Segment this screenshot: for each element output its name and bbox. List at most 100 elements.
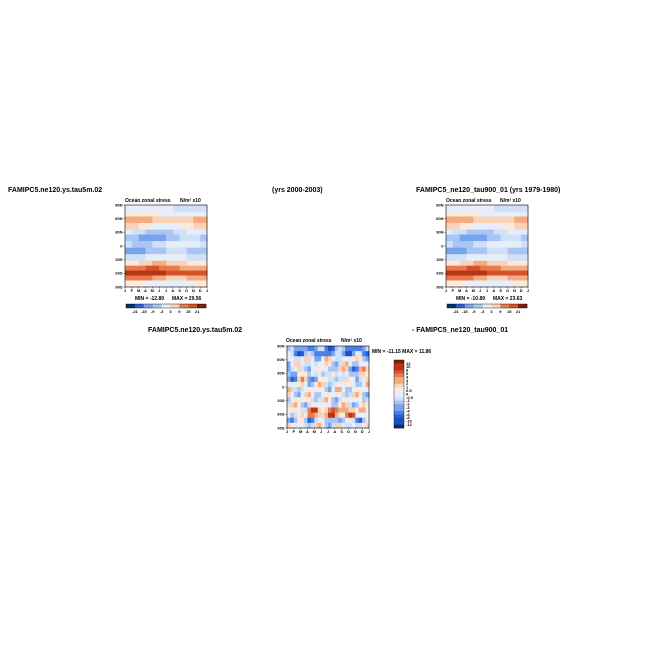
panel1-colorbar-label: -15 [141,309,148,314]
panel3-cell [307,397,312,403]
panel3-colorbar-swatch [394,373,404,378]
panel1-cell [179,234,187,242]
panel1-cell [193,265,201,271]
panel2-cell [507,241,515,249]
panel3-cell [358,407,363,413]
panel2-colorbar-swatch [518,304,528,308]
panel1-cell [131,211,140,217]
panel1-cell [200,216,208,224]
panel1-cell [131,223,140,230]
panel3-cell [362,361,366,367]
panel1-cell [159,280,167,288]
panel3-cell [338,412,342,419]
panel1-cell [159,265,167,271]
panel2-cell [514,211,522,217]
panel3-colorbar-label: 6 [406,371,409,376]
panel3-cell [365,351,370,357]
panel3-cell [297,422,301,429]
panel1-cell [138,265,146,271]
panel1-ytick-label: 30N [115,230,122,235]
panel1-cell [152,234,160,242]
panel3-cell [345,361,349,367]
panel1-colorbar-label: -9 [151,309,155,314]
panel3-cell [345,422,349,429]
panel3-cell [304,366,308,372]
panel3-colorbar-label: 4 [406,374,409,379]
panel3-cell [290,346,295,352]
panel3-cell [365,366,370,372]
panel3-cell [321,412,325,419]
panel3-cell [334,361,339,367]
panel1-cell [145,211,153,217]
panel1-cell [179,211,187,217]
panel1-cell [166,280,174,288]
panel1-colorbar-swatch [126,304,136,308]
panel3-cell [348,351,353,357]
panel1-ytick-label: 60S [115,271,122,276]
panel3-cell [317,387,322,393]
panel3-colorbar-swatch [394,397,404,402]
panel1-cell [172,275,181,281]
panel1-cell [172,216,181,224]
panel2-cell [466,260,474,267]
panel2-colorbar-label: -15 [462,309,469,314]
panel1-cell [145,223,153,230]
panel1-cell [193,211,201,217]
panel3-cell [304,397,308,403]
panel1-cell [125,254,133,262]
panel1-xtick-label: M [151,288,155,293]
panel1-cell [193,205,201,212]
panel3-cell [334,402,339,408]
panel1-cell [200,280,208,288]
panel1-ytick-label: 0 [120,243,123,248]
panel1-cell [125,205,133,212]
panel3-cell [290,407,295,413]
panel1-cell [145,205,153,212]
panel3-cell [351,392,356,398]
panel3-colorbar-swatch [394,421,404,425]
panel2-cell [446,247,454,255]
panel1-cell [172,241,181,249]
panel3-ytick-label: 90N [277,343,284,348]
panel3-cell [324,417,329,424]
panel1-cell [152,265,160,271]
panel3-cell [324,356,329,362]
panel1-colorbar-label: -3 [160,309,164,314]
panel2-cell [446,260,454,267]
panel2-colorbar-swatch [509,304,519,308]
panel2-cell [459,211,467,217]
panel3-cell [300,351,305,357]
panel3-cell [314,417,319,424]
panel3-xtick-label: J [286,429,288,434]
panel3-cell [358,392,363,398]
panel1-cell [125,211,133,217]
panel3-cell [365,397,370,403]
panel2-cell [446,275,454,281]
panel2-cell [473,265,481,271]
panel3-cell [348,361,353,367]
panel3-cell [358,366,363,372]
panel3-cell [304,351,308,357]
panel3-cell [321,392,325,398]
panel3-cell [300,366,305,372]
panel3-colorbar-label: -2 [406,402,410,407]
panel3-cell [297,371,301,378]
panel2-cell [514,254,522,262]
panel3-cell [290,356,295,362]
panel1-cell [131,205,140,212]
panel1-cell [138,205,146,212]
panel3-cell [300,392,305,398]
panel3-cell [362,397,366,403]
panel3-cell [328,397,332,403]
panel3-cell [317,407,322,413]
panel3-cell [328,387,332,393]
panel1-cell [172,260,181,267]
panel3-cell [358,346,363,352]
panel2-xtick-label: J [486,288,488,293]
panel3-cell [293,412,298,419]
panel3-cell [287,392,291,398]
panel3-cell [310,397,315,403]
panel3-cell [297,346,301,352]
panel2-cell [446,205,454,212]
panel1-cell [186,265,194,271]
